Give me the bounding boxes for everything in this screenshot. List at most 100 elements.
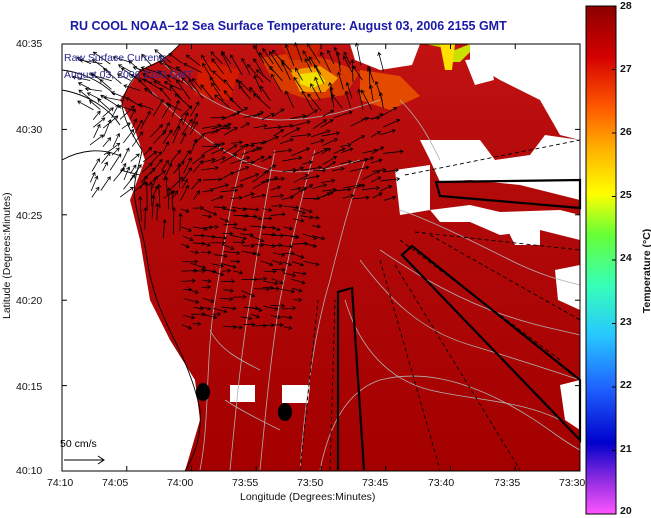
current-arrow [129,164,142,181]
current-arrow [229,97,243,111]
x-tick-label: 73:50 [297,477,324,489]
current-arrow [293,208,307,215]
current-arrow [354,42,362,66]
current-arrow [211,147,225,155]
current-arrow [248,87,261,99]
current-arrow [102,161,108,172]
current-arrow [263,305,279,311]
current-arrow [251,313,261,319]
current-arrow [350,135,366,144]
current-arrow [102,137,112,147]
current-arrow [119,186,134,198]
current-arrow [122,128,135,144]
current-arrow [89,134,104,146]
colorbar-tick-label: 22 [620,379,632,391]
current-arrow [269,65,283,82]
current-arrow [91,59,111,74]
current-arrow [132,119,143,137]
current-arrow [180,132,187,145]
current-arrow [284,43,295,66]
current-arrow [344,90,352,108]
current-arrow [350,59,355,83]
current-arrow [181,268,198,273]
current-arrow [139,175,148,189]
current-arrow [79,58,103,65]
current-arrow [320,119,334,128]
current-arrow [300,207,313,214]
current-arrow [243,207,260,212]
current-arrow [102,107,114,118]
current-arrow [372,192,383,199]
current-arrow [292,271,307,276]
current-arrow [181,77,194,90]
current-arrow [250,276,268,282]
current-arrow [251,193,267,199]
current-arrow [202,214,213,219]
current-arrow [290,278,306,285]
current-arrow [151,151,163,163]
current-arrow [250,155,265,164]
current-arrow [93,123,101,139]
current-arrow [303,260,320,267]
current-arrow [340,143,352,148]
current-arrow [343,51,351,66]
current-arrow [321,148,332,155]
current-arrow [129,108,136,120]
current-arrow [281,62,291,81]
current-arrow [188,78,204,100]
current-arrow [383,149,404,154]
current-arrow [252,170,270,183]
colorbar [585,5,617,515]
current-arrow [307,93,322,111]
y-tick-label: 40:10 [16,465,43,477]
current-arrow [270,185,282,191]
current-arrow [183,298,200,304]
current-arrow [116,73,132,81]
current-arrow [151,194,156,219]
current-arrow [270,315,282,320]
current-arrow [363,156,375,162]
station-marker [278,403,292,421]
current-arrow [270,286,280,291]
current-arrow [163,81,182,91]
current-arrow [231,140,244,145]
current-arrow [202,278,212,284]
current-arrow [270,226,281,232]
current-arrow [192,160,204,173]
current-arrow [166,74,184,84]
current-arrow [300,215,314,220]
current-arrow [270,212,286,217]
current-arrow [350,116,369,127]
current-arrow [201,268,217,274]
current-arrow [200,306,212,311]
current-arrow [190,101,200,117]
current-arrow [232,143,249,155]
current-arrow [304,58,312,72]
colorbar-tick-label: 25 [620,189,632,201]
current-arrow [222,144,238,155]
current-arrow [180,105,193,118]
current-arrow [240,316,253,321]
current-arrow [377,51,384,72]
current-arrow [201,54,213,72]
current-arrow [314,76,322,93]
colorbar-tick-label: 20 [620,505,632,517]
current-arrow [181,324,193,330]
current-arrow [361,185,380,191]
current-arrow [91,186,100,198]
current-arrow [223,250,241,255]
current-arrow [138,195,143,221]
current-arrow [158,61,181,72]
current-arrow [101,151,111,164]
current-arrow [148,181,154,206]
current-arrow [220,188,239,193]
current-arrow [252,179,270,189]
legend-line-2: August 03, 2006 2100 GMT [64,69,193,81]
current-arrow [162,121,170,136]
current-arrow [210,240,227,246]
current-arrow [180,208,190,213]
current-arrow [282,272,297,278]
current-arrow [91,158,100,172]
current-arrow [170,176,184,190]
